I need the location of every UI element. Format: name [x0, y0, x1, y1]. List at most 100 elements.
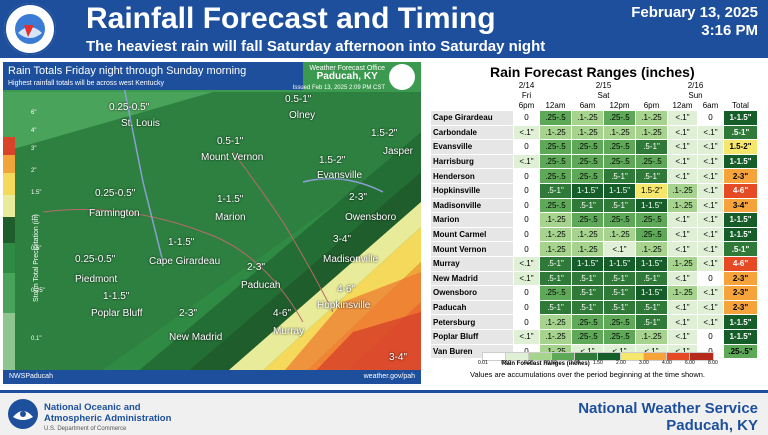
issue-date: February 13, 2025	[631, 4, 758, 21]
city-label: New Madrid	[169, 332, 223, 343]
noaa-name: National Oceanic and Atmospheric Adminis…	[44, 402, 171, 435]
forecast-cell: .1-.25	[667, 197, 698, 214]
forecast-cell: .25-.5	[571, 328, 604, 345]
total-cell: 1.5-2"	[723, 139, 758, 155]
forecast-cell: .1-.25	[603, 226, 636, 243]
forecast-cell: <.1"	[667, 314, 698, 330]
forecast-cell: .25-.5	[571, 212, 604, 228]
forecast-cell: .1-.25	[539, 226, 572, 243]
forecast-row: Mount Carmel 0.1-.25.1-.25.1-.25.25-.5 <.1…	[430, 226, 758, 243]
time-header: Total	[732, 100, 749, 110]
scale-value: 0.01	[478, 360, 488, 366]
forecast-cell: 0	[513, 212, 540, 228]
nws-office: National Weather Service Paducah, KY	[578, 400, 758, 434]
location-name: New Madrid	[430, 270, 514, 287]
forecast-row: Murray <.1" .5-1" 1-1.5" 1-1.5" 1-1.5" .1-.25 <…	[430, 255, 758, 272]
amount-label: 1-1.5"	[168, 237, 195, 248]
forecast-cell: .5-1"	[635, 314, 668, 330]
forecast-cell: 0	[513, 314, 540, 330]
forecast-cell: .25-.5	[603, 139, 636, 155]
forecast-cell: <.1"	[513, 124, 540, 141]
forecast-cell: <.1"	[697, 168, 724, 184]
legend-tick: 3"	[31, 146, 37, 152]
forecast-cell: .5-1"	[539, 299, 572, 316]
location-name: Evansville	[430, 139, 514, 155]
forecast-cell: <.1"	[697, 285, 724, 301]
city-label: Piedmont	[75, 274, 118, 285]
rainfall-contours	[3, 62, 421, 384]
forecast-cell: .5-1"	[571, 299, 604, 316]
nws-logo-graphic	[4, 3, 56, 55]
total-cell: 1-1.5"	[723, 153, 758, 170]
forecast-cell: .25-.5	[539, 197, 572, 214]
city-label: Evansville	[317, 170, 363, 181]
forecast-cell: <.1"	[697, 139, 724, 155]
total-cell: 3-4"	[723, 197, 758, 214]
forecast-cell: 0	[513, 241, 540, 257]
amount-label: 0.5-1"	[285, 94, 312, 105]
forecast-cell: .25-.5	[603, 314, 636, 330]
forecast-cell: .1-.25	[539, 314, 572, 330]
noaa-dept: U.S. Department of Commerce	[44, 426, 127, 432]
day-header: Fri	[521, 90, 532, 100]
forecast-cell: .25-.5	[571, 168, 604, 184]
forecast-cell: .1-.25	[539, 241, 572, 257]
time-header: 6pm	[518, 100, 535, 110]
forecast-cell: <.1"	[513, 270, 540, 287]
forecast-cell: 0	[513, 182, 540, 199]
nws-line2: Paducah, KY	[666, 417, 758, 434]
amount-label: 0.25-0.5"	[95, 188, 136, 199]
forecast-cell: 0	[697, 110, 724, 126]
forecast-cell: 0	[513, 110, 540, 126]
social-handle: NWSPaducah	[9, 373, 53, 380]
amount-label: 0.25-0.5"	[109, 102, 150, 113]
location-name: Mount Carmel	[430, 226, 514, 243]
forecast-cell: .25-.5	[539, 168, 572, 184]
forecast-cell: 1-1.5"	[635, 255, 668, 272]
amount-label: 0.5-1"	[217, 136, 244, 147]
forecast-cell: <.1"	[697, 255, 724, 272]
accumulation-note: Values are accumulations over the period…	[470, 370, 706, 379]
website-link[interactable]: weather.gov/pah	[363, 373, 415, 380]
legend-tick: 4"	[31, 128, 37, 134]
forecast-cell: .1-.25	[539, 124, 572, 141]
forecast-cell: <.1"	[697, 182, 724, 199]
forecast-cell: .25-.5	[635, 212, 668, 228]
issued-time: Issued Feb 13, 2025 2:09 PM CST	[292, 85, 385, 91]
city-label: Marion	[215, 212, 246, 223]
scale-value: 1.50	[593, 360, 603, 366]
forecast-cell: .5-1"	[571, 197, 604, 214]
time-header: 6am	[579, 100, 596, 110]
city-label: St. Louis	[121, 118, 160, 129]
time-header: 6am	[702, 100, 719, 110]
map-title: Rain Totals Friday night through Sunday …	[8, 65, 247, 77]
forecast-row: Mount Vernon 0.1-.25.1-.25 <.1" .1-.25 <.1" <…	[430, 241, 758, 257]
forecast-cell: <.1"	[667, 299, 698, 316]
time-header: 6pm	[643, 100, 660, 110]
forecast-cell: 1-1.5"	[571, 255, 604, 272]
total-cell: .5-1"	[723, 124, 758, 141]
legend-label: Storm Total Precipitation (in)	[33, 214, 40, 302]
forecast-cell: 0	[697, 328, 724, 345]
nws-line1: National Weather Service	[578, 400, 758, 417]
forecast-cell: <.1"	[513, 328, 540, 345]
forecast-cell: <.1"	[667, 124, 698, 141]
amount-label: 3-4"	[333, 234, 352, 245]
page-title: Rainfall Forecast and Timing	[86, 2, 496, 35]
forecast-title: Rain Forecast Ranges (inches)	[490, 64, 695, 80]
scale-title: Rain Forecast Ranges (inches)	[502, 361, 590, 367]
city-label: Madisonville	[323, 254, 379, 265]
city-label: Olney	[289, 110, 316, 121]
day-header: Sun	[688, 90, 703, 100]
location-name: Madisonville	[430, 197, 514, 214]
office-line2: Paducah, KY	[316, 71, 378, 82]
amount-label: 2-3"	[349, 192, 368, 203]
forecast-cell: .5-1"	[635, 168, 668, 184]
forecast-cell: .25-.5	[571, 153, 604, 170]
forecast-row: Cape Girardeau 0.25-.5.1-.25.25-.5.1-.25 <…	[430, 110, 758, 126]
forecast-cell: 1-1.5"	[635, 285, 668, 301]
forecast-cell: .1-.25	[571, 110, 604, 126]
date-header: 2/16	[687, 80, 704, 90]
forecast-cell: <.1"	[603, 241, 636, 257]
location-name: Cape Girardeau	[430, 110, 514, 126]
